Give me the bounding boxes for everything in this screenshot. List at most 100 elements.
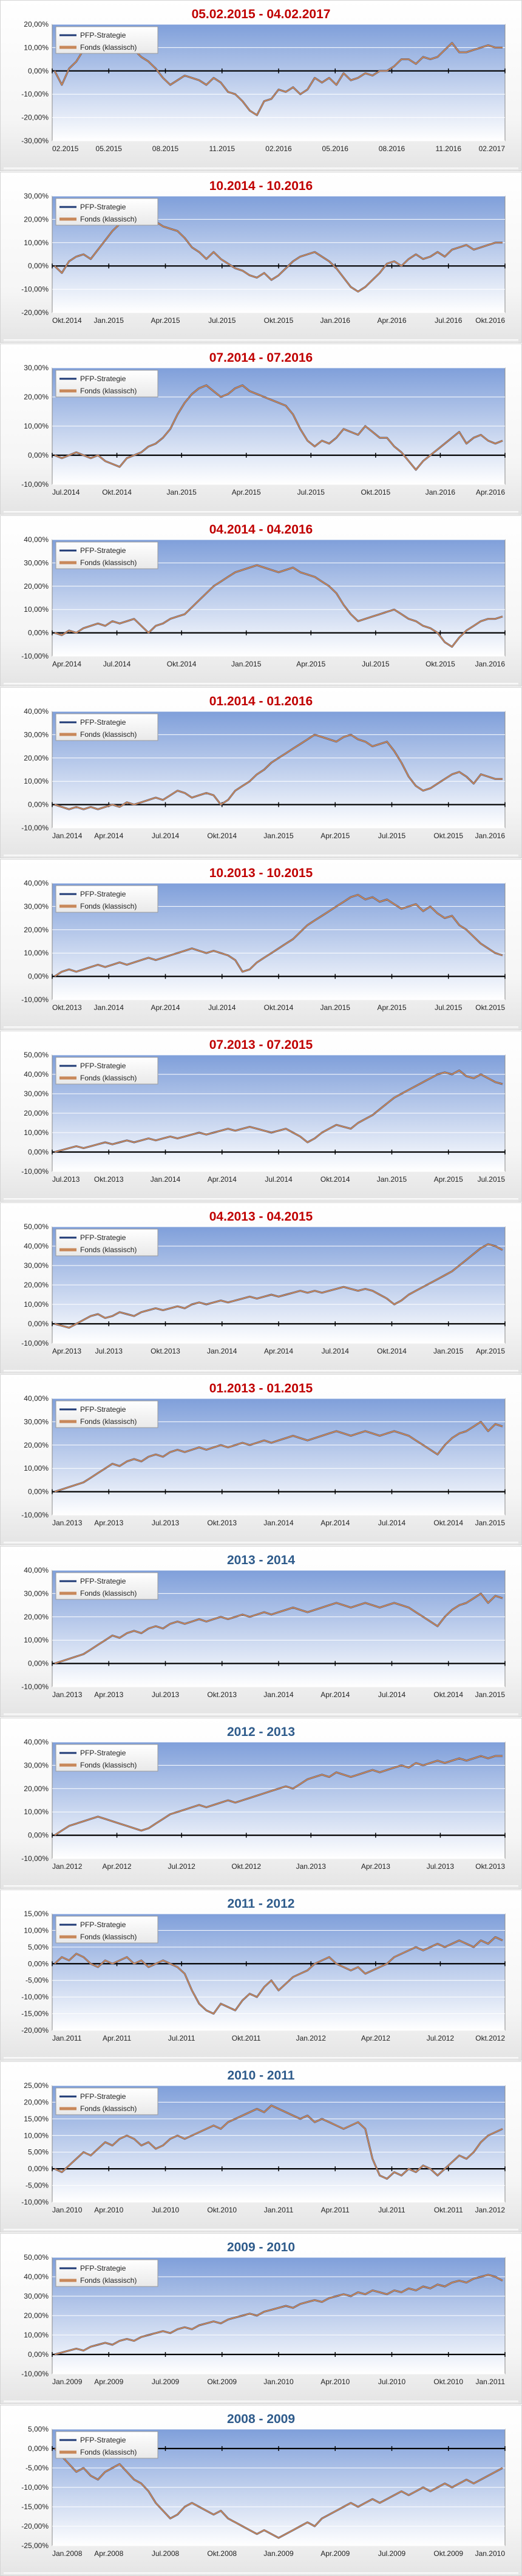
series-line-fund xyxy=(54,2448,503,2539)
chart-panel: 10.2013 - 10.2015 -10,00% 0,00% 10,00% 20,00… xyxy=(0,859,522,1030)
legend-label: PFP-Strategie xyxy=(80,546,126,555)
x-tick-label: Okt.2012 xyxy=(475,2034,505,2042)
chart-title: 10.2013 - 10.2015 xyxy=(209,866,313,880)
x-tick-label: Apr.2009 xyxy=(94,2378,123,2386)
panel-shadow xyxy=(4,1370,518,1374)
legend-label: Fonds (klassisch) xyxy=(80,1933,137,1941)
y-tick-label: 0,00% xyxy=(28,262,49,270)
x-tick-label: Okt.2013 xyxy=(94,1175,124,1184)
x-tick-label: Jan.2010 xyxy=(475,2549,506,2558)
y-tick-label: 20,00% xyxy=(24,2098,49,2106)
panel-shadow xyxy=(4,2229,518,2232)
chart-title: 01.2013 - 01.2015 xyxy=(209,1381,313,1395)
x-tick-label: Apr.2014 xyxy=(264,1347,293,1355)
x-tick-label: Jul.2010 xyxy=(152,2206,180,2214)
legend-label: Fonds (klassisch) xyxy=(80,902,137,910)
x-tick-label: Jul.2013 xyxy=(95,1347,123,1355)
legend-box xyxy=(55,2087,158,2115)
y-tick-label: 20,00% xyxy=(24,20,49,29)
legend: PFP-Strategie Fonds (klassisch) xyxy=(55,1572,158,1600)
line-chart: -10,00% 0,00% 10,00% 20,00% 30,00% 40,00% Jan.… xyxy=(21,1566,506,1699)
y-tick-label: -10,00% xyxy=(21,1993,49,2001)
series-line-fund xyxy=(54,1069,503,1153)
x-tick-label: Jan.2014 xyxy=(263,1519,294,1527)
y-tick-label: -10,00% xyxy=(21,824,49,832)
chart-panel: 2008 - 2009 -25,00% -20,00% -15,00% -10,00% -… xyxy=(0,2405,522,2576)
chart-panel: 2010 - 2011 -10,00% -5,00% 0,00% 5,00% 10,00%… xyxy=(0,2061,522,2232)
x-tick-label: Jul.2015 xyxy=(435,1003,463,1012)
x-tick-label: Jul.2012 xyxy=(168,1862,195,1871)
y-tick-label: -10,00% xyxy=(21,1511,49,1519)
y-tick-label: 40,00% xyxy=(24,1738,49,1746)
legend-label: PFP-Strategie xyxy=(80,1577,126,1585)
legend-label: PFP-Strategie xyxy=(80,1920,126,1929)
legend: PFP-Strategie Fonds (klassisch) xyxy=(55,1057,158,1085)
line-chart: -10,00% -5,00% 0,00% 5,00% 10,00% 15,00% 20,00… xyxy=(21,2081,506,2214)
line-chart: -10,00% 0,00% 10,00% 20,00% 30,00% 40,00% 50,0… xyxy=(21,2253,506,2386)
x-tick-label: Jan.2014 xyxy=(94,1003,124,1012)
y-tick-label: 10,00% xyxy=(24,422,49,430)
gridlines xyxy=(52,2429,505,2546)
y-tick-label: 0,00% xyxy=(28,67,49,75)
legend-label: PFP-Strategie xyxy=(80,203,126,211)
y-tick-label: 20,00% xyxy=(24,1281,49,1289)
x-tick-label: Apr.2010 xyxy=(94,2206,123,2214)
x-tick-label: Jan.2014 xyxy=(52,832,83,840)
x-tick-label: Apr.2014 xyxy=(52,660,81,668)
x-tick-label: Apr.2013 xyxy=(52,1347,81,1355)
y-tick-label: 40,00% xyxy=(24,879,49,887)
y-tick-label: 40,00% xyxy=(24,707,49,716)
x-tick-label: Jul.2014 xyxy=(152,832,180,840)
y-tick-label: 0,00% xyxy=(28,2350,49,2359)
legend-label: Fonds (klassisch) xyxy=(80,215,137,223)
x-tick-label: Apr.2014 xyxy=(94,832,123,840)
x-tick-label: Okt.2016 xyxy=(475,316,505,325)
chart-title: 2008 - 2009 xyxy=(226,2412,296,2426)
x-tick-label: Okt.2014 xyxy=(52,316,82,325)
y-tick-label: 10,00% xyxy=(24,1464,49,1473)
y-tick-label: 10,00% xyxy=(24,2131,49,2140)
y-tick-label: -15,00% xyxy=(21,2503,49,2511)
series-line-fund xyxy=(54,1936,503,2015)
x-tick-label: Jan.2015 xyxy=(475,1690,506,1699)
chart-title: 01.2014 - 01.2016 xyxy=(209,694,313,708)
y-tick-label: 10,00% xyxy=(24,43,49,52)
x-tick-label: Jan.2011 xyxy=(476,2378,506,2386)
y-tick-label: 20,00% xyxy=(24,926,49,934)
legend-label: PFP-Strategie xyxy=(80,375,126,383)
y-tick-label: 40,00% xyxy=(24,535,49,544)
x-tick-label: Jul.2015 xyxy=(478,1175,506,1184)
chart-title: 10.2014 - 10.2016 xyxy=(209,179,313,193)
legend-box xyxy=(55,2259,158,2287)
y-tick-label: 0,00% xyxy=(28,1831,49,1840)
x-tick-label: Apr.2012 xyxy=(103,1862,132,1871)
x-tick-label: Apr.2011 xyxy=(321,2206,350,2214)
y-tick-label: -20,00% xyxy=(21,2026,49,2035)
y-tick-label: 20,00% xyxy=(24,582,49,591)
x-tick-label: Jan.2014 xyxy=(207,1347,237,1355)
x-tick-label: Jul.2013 xyxy=(52,1175,80,1184)
y-tick-label: 30,00% xyxy=(24,558,49,567)
y-tick-label: -20,00% xyxy=(21,308,49,317)
line-chart: -25,00% -20,00% -15,00% -10,00% -5,00% 0,00% 5… xyxy=(21,2425,506,2558)
x-tick-label: Apr.2011 xyxy=(103,2034,131,2042)
x-tick-label: Okt.2013 xyxy=(475,1862,505,1871)
y-tick-label: 10,00% xyxy=(24,1808,49,1816)
x-tick-label: Jan.2008 xyxy=(52,2549,83,2558)
y-tick-label: 30,00% xyxy=(24,192,49,200)
chart-panel: 2012 - 2013 -10,00% 0,00% 10,00% 20,00% 30,00… xyxy=(0,1718,522,1889)
chart-panel: 04.2013 - 04.2015 -10,00% 0,00% 10,00% 20,00… xyxy=(0,1202,522,1374)
x-tick-label: Apr.2013 xyxy=(94,1519,123,1527)
x-tick-label: Okt.2010 xyxy=(207,2206,237,2214)
x-tick-label: 02.2016 xyxy=(265,144,292,153)
legend: PFP-Strategie Fonds (klassisch) xyxy=(55,541,158,569)
series-line-fund xyxy=(54,1243,503,1329)
x-tick-label: Jul.2014 xyxy=(322,1347,350,1355)
legend-label: PFP-Strategie xyxy=(80,2092,126,2101)
legend: PFP-Strategie Fonds (klassisch) xyxy=(55,198,158,226)
legend-label: PFP-Strategie xyxy=(80,890,126,898)
x-tick-label: Jan.2011 xyxy=(264,2206,294,2214)
legend-label: Fonds (klassisch) xyxy=(80,558,137,567)
x-tick-label: 02.2015 xyxy=(52,144,79,153)
gridlines xyxy=(52,1054,505,1172)
